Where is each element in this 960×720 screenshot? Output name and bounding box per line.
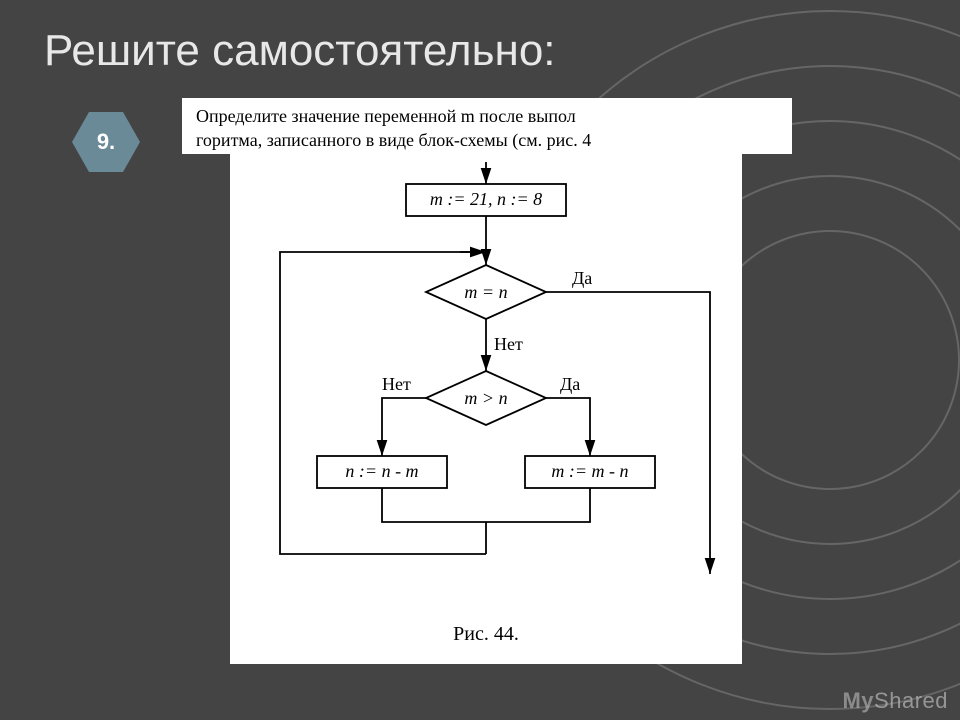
problem-text: Определите значение переменной m после в… xyxy=(182,98,792,154)
label-cond1-yes: Да xyxy=(572,268,592,288)
edge-cond2-yes xyxy=(546,398,590,456)
node-cond1-label: m = n xyxy=(464,282,507,302)
problem-number: 9. xyxy=(97,129,115,155)
watermark-prefix: My xyxy=(842,688,874,713)
node-cond2-label: m > n xyxy=(464,388,507,408)
label-cond1-no: Нет xyxy=(494,334,523,354)
watermark: MyShared xyxy=(842,688,948,714)
problem-number-badge: 9. xyxy=(72,112,140,172)
watermark-suffix: Shared xyxy=(874,688,948,713)
node-init-label: m := 21, n := 8 xyxy=(430,189,542,209)
figure-caption: Рис. 44. xyxy=(230,623,742,646)
problem-text-line2: горитма, записанного в виде блок-схемы (… xyxy=(196,128,778,152)
node-assign-n-label: n := n - m xyxy=(345,461,418,481)
label-cond2-no: Нет xyxy=(382,374,411,394)
slide-title: Решите самостоятельно: xyxy=(44,26,556,76)
edge-cond2-no xyxy=(382,398,426,456)
flowchart-svg: m := 21, n := 8 m = n Да Нет m > n Нет Д… xyxy=(230,154,742,664)
flowchart-container: m := 21, n := 8 m = n Да Нет m > n Нет Д… xyxy=(230,154,742,664)
edge-merge-horizontal xyxy=(382,488,590,522)
problem-text-line1: Определите значение переменной m после в… xyxy=(196,104,778,128)
label-cond2-yes: Да xyxy=(560,374,580,394)
node-assign-m-label: m := m - n xyxy=(551,461,628,481)
edge-cond1-yes xyxy=(546,292,710,574)
